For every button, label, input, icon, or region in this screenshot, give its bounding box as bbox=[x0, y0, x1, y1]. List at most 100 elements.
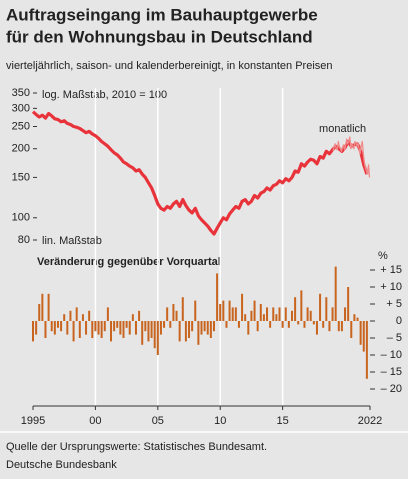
y-tick-label: – 15 bbox=[381, 366, 402, 378]
bar bbox=[306, 307, 309, 321]
bar bbox=[175, 310, 178, 321]
bar bbox=[56, 321, 59, 328]
bar bbox=[41, 293, 44, 321]
y-tick-label: – 20 bbox=[381, 383, 402, 395]
bar bbox=[212, 321, 215, 332]
bar bbox=[228, 300, 231, 321]
x-tick-label: 05 bbox=[152, 415, 164, 427]
bar bbox=[78, 321, 81, 338]
x-tick-label: 15 bbox=[277, 415, 289, 427]
bar bbox=[69, 310, 72, 321]
bar bbox=[197, 321, 200, 345]
bar bbox=[94, 321, 97, 332]
bar bbox=[312, 321, 315, 325]
bar bbox=[353, 314, 356, 321]
bar bbox=[359, 321, 362, 345]
y-tick-label: + 15 bbox=[380, 264, 402, 276]
bar bbox=[85, 321, 88, 335]
x-tick-label: 10 bbox=[214, 415, 226, 427]
title: für den Wohnungsbau in Deutschland bbox=[6, 27, 313, 46]
bar bbox=[97, 321, 100, 335]
bar bbox=[153, 321, 156, 349]
y-tick-label: 300 bbox=[12, 102, 30, 114]
bar bbox=[278, 307, 281, 321]
bar bbox=[287, 321, 290, 328]
bar bbox=[225, 321, 228, 328]
bar bbox=[44, 321, 47, 338]
bar bbox=[272, 307, 275, 321]
y-tick-label: + 5 bbox=[386, 298, 402, 310]
unit-label: % bbox=[378, 250, 388, 262]
bar bbox=[141, 321, 144, 345]
bar bbox=[50, 321, 53, 332]
bar bbox=[259, 304, 262, 321]
bar bbox=[53, 321, 56, 335]
y-tick-label: 150 bbox=[12, 171, 30, 183]
bar bbox=[300, 290, 303, 321]
bar bbox=[309, 310, 312, 321]
bar bbox=[337, 321, 340, 332]
title: Auftragseingang im Bauhauptgewerbe bbox=[6, 5, 318, 24]
bar bbox=[209, 321, 212, 338]
bar bbox=[88, 310, 91, 321]
bar bbox=[328, 321, 331, 332]
y-tick-label: + 10 bbox=[380, 281, 402, 293]
bar bbox=[325, 297, 328, 321]
bar bbox=[347, 287, 350, 321]
bar bbox=[163, 321, 166, 328]
bar bbox=[262, 314, 265, 321]
bar bbox=[113, 321, 116, 332]
bar bbox=[181, 297, 184, 321]
bar bbox=[169, 321, 172, 328]
bar bbox=[200, 321, 203, 335]
bar bbox=[362, 321, 365, 352]
line-series bbox=[332, 136, 371, 178]
axis-label: lin. Maßstab bbox=[42, 235, 102, 247]
bar bbox=[241, 293, 244, 321]
bar bbox=[91, 321, 94, 338]
y-tick-label: 250 bbox=[12, 120, 30, 132]
bar bbox=[100, 321, 103, 338]
y-tick-label: 350 bbox=[12, 87, 30, 99]
bar bbox=[147, 321, 150, 342]
series-label: monatlich bbox=[319, 123, 366, 135]
bar bbox=[290, 310, 293, 321]
line-series bbox=[31, 110, 369, 236]
y-tick-label: 200 bbox=[12, 143, 30, 155]
bar bbox=[131, 314, 134, 321]
bar bbox=[253, 300, 256, 321]
source: Quelle der Ursprungswerte: Statistisches… bbox=[6, 441, 267, 453]
bar bbox=[256, 321, 259, 332]
bar bbox=[281, 321, 284, 328]
bar bbox=[38, 304, 41, 321]
bar bbox=[297, 321, 300, 325]
bar bbox=[334, 266, 337, 321]
bar bbox=[340, 321, 343, 332]
bar bbox=[231, 307, 234, 321]
bar bbox=[331, 307, 334, 321]
bar bbox=[144, 321, 147, 332]
bar bbox=[72, 321, 75, 342]
bar bbox=[234, 307, 237, 321]
bar bbox=[81, 314, 84, 321]
bar bbox=[237, 321, 240, 328]
x-tick-label: 2022 bbox=[358, 415, 382, 427]
bar bbox=[247, 321, 250, 335]
bar bbox=[125, 321, 128, 328]
bar bbox=[63, 314, 66, 321]
x-tick-label: 00 bbox=[89, 415, 101, 427]
bar bbox=[35, 321, 38, 335]
bar bbox=[106, 307, 109, 321]
subtitle: vierteljährlich, saison- und kalenderber… bbox=[6, 60, 333, 72]
panel-subtitle: Veränderung gegenüber Vorquartal bbox=[37, 256, 221, 268]
y-tick-label: – 10 bbox=[381, 349, 402, 361]
y-tick-label: 80 bbox=[18, 234, 30, 246]
bar bbox=[322, 321, 325, 328]
bar bbox=[178, 321, 181, 342]
bar bbox=[60, 321, 63, 332]
bar bbox=[244, 314, 247, 321]
bar bbox=[275, 314, 278, 321]
bar bbox=[194, 300, 197, 321]
